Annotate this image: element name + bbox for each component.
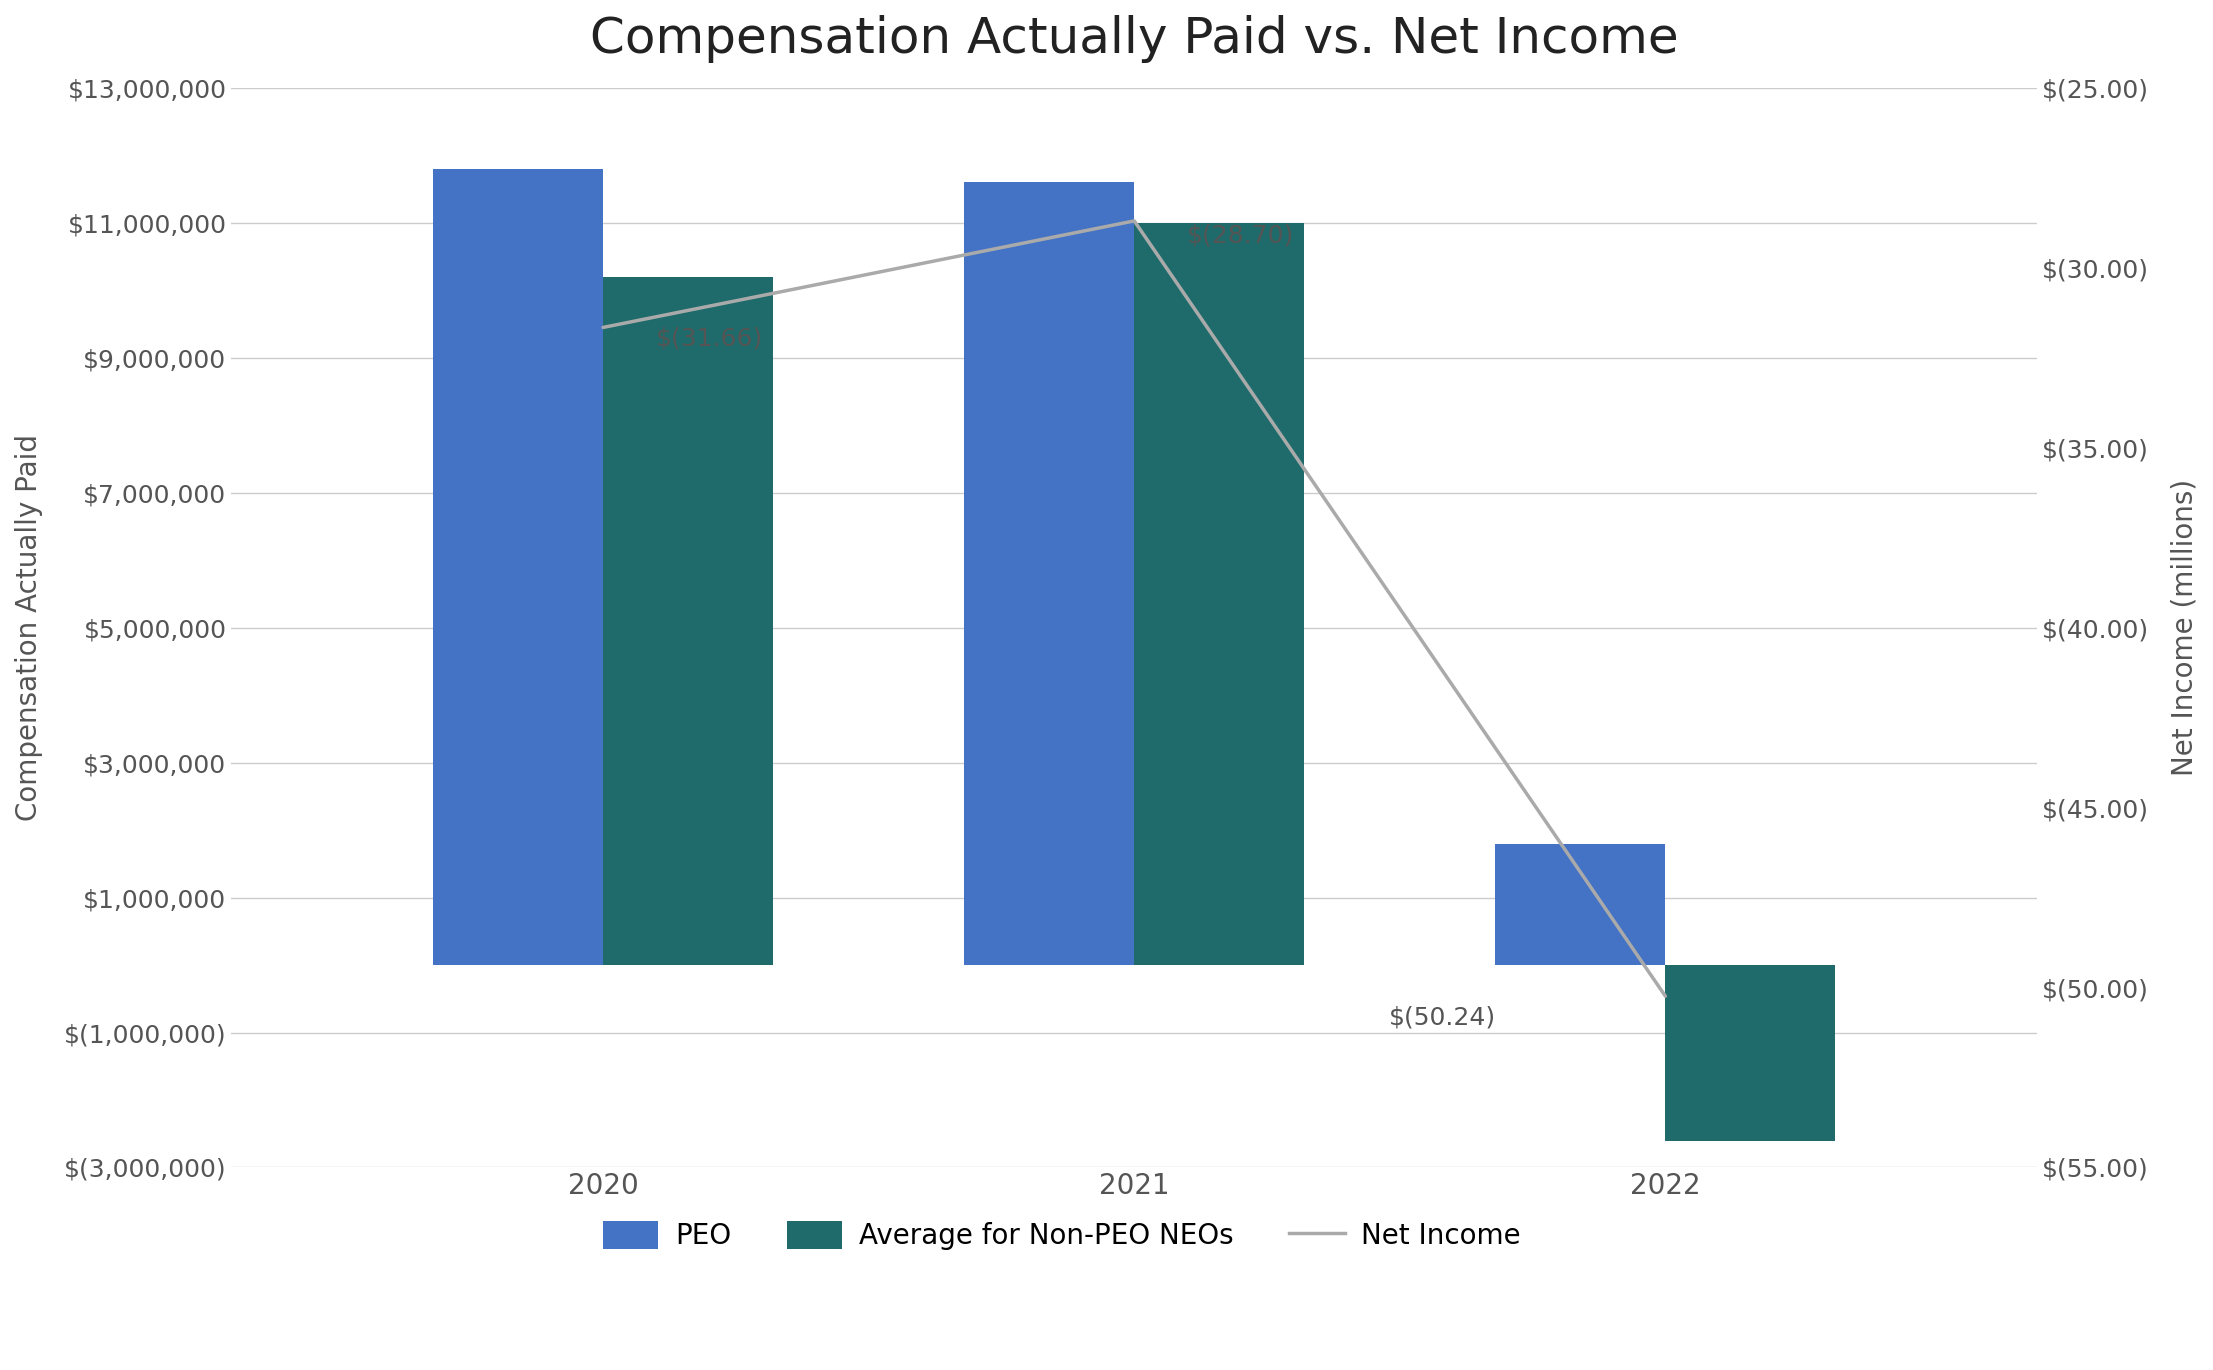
- Net Income: [591, 319, 617, 336]
- Text: $(50.24): $(50.24): [1390, 1006, 1496, 1030]
- Y-axis label: Compensation Actually Paid: Compensation Actually Paid: [15, 434, 42, 821]
- Net Income: [1653, 988, 1680, 1004]
- Bar: [1135, 223, 1303, 964]
- Text: $(28.70): $(28.70): [1188, 223, 1295, 248]
- Title: Compensation Actually Paid vs. Net Income: Compensation Actually Paid vs. Net Incom…: [591, 15, 1680, 63]
- Bar: [434, 169, 604, 964]
- Y-axis label: Net Income (millions): Net Income (millions): [2171, 479, 2198, 777]
- Legend: PEO, Average for Non-PEO NEOs, Net Income: PEO, Average for Non-PEO NEOs, Net Incom…: [591, 1210, 1531, 1262]
- Bar: [1666, 964, 1835, 1140]
- Text: $(31.66): $(31.66): [657, 326, 763, 351]
- Line: Net Income: Net Income: [604, 221, 1666, 996]
- Bar: [965, 182, 1135, 964]
- Bar: [604, 277, 772, 964]
- Net Income: [1122, 212, 1149, 229]
- Bar: [1496, 844, 1666, 964]
